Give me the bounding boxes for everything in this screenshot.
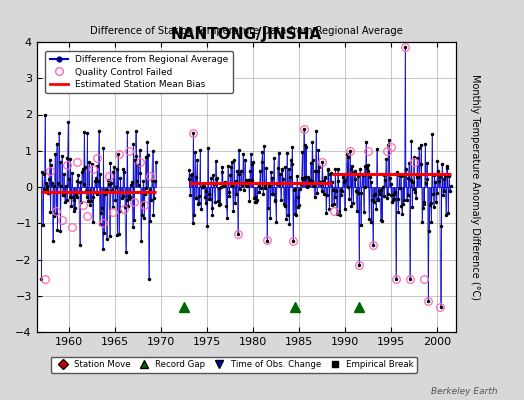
Y-axis label: Monthly Temperature Anomaly Difference (°C): Monthly Temperature Anomaly Difference (…: [470, 74, 480, 300]
Legend: Station Move, Record Gap, Time of Obs. Change, Empirical Break: Station Move, Record Gap, Time of Obs. C…: [51, 357, 417, 373]
Text: Berkeley Earth: Berkeley Earth: [431, 387, 498, 396]
Text: Difference of Station Temperature Data from Regional Average: Difference of Station Temperature Data f…: [90, 26, 403, 36]
Title: NANTONG/JINSHA: NANTONG/JINSHA: [171, 27, 322, 42]
